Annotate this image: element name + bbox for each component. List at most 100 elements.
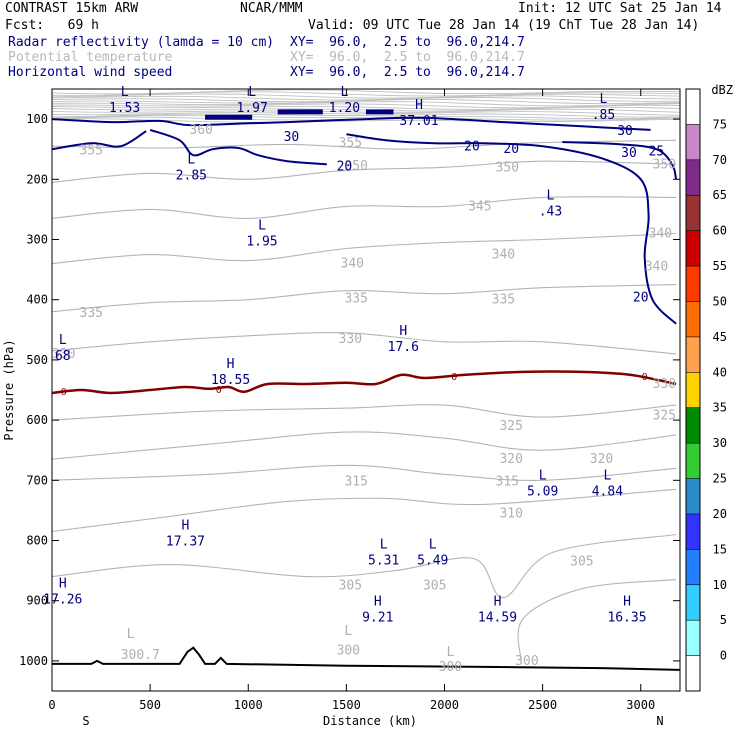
field-xy-wind: XY= 96.0, 2.5 to 96.0,214.7 [290,65,525,80]
isentrope-label: 300 [515,654,538,669]
colorbar-tick-label: 65 [713,188,727,202]
y-tick-label: 700 [26,473,48,487]
isentrope-335 [52,284,677,313]
isentrope-label: 330 [339,332,362,347]
freezing-level-label: 0 [642,372,648,383]
wind-contour-label: 30 [621,146,637,161]
isentrope-label: 305 [339,579,362,594]
center-title: NCAR/MMM [240,1,303,16]
isentrope-label: 325 [499,419,522,434]
colorbar-tick-label: 5 [720,613,727,627]
colorbar-swatch [686,513,700,550]
extremum-marker: L [429,538,437,553]
field-xy-reflectivity: XY= 96.0, 2.5 to 96.0,214.7 [290,35,525,50]
extremum-value: 14.59 [478,611,517,626]
upper-isentrope-line [52,91,680,97]
colorbar-swatch [686,124,700,160]
colorbar-tick-label: 0 [720,649,727,663]
colorbar-swatch [686,230,700,267]
isentrope-extremum-label: L [446,645,454,660]
isentrope-label: 340 [645,260,668,275]
extremum-marker: L [547,188,555,203]
isentrope-extremum-label: L [344,624,352,639]
wind-contour-label: 25 [649,144,665,159]
isentrope-325 [52,404,677,421]
extremum-marker: H [399,324,407,339]
extremum-marker: L [248,85,256,100]
extremum-marker: H [415,98,423,113]
freezing-level-line [52,370,677,395]
colorbar-tick-label: 10 [713,578,727,592]
colorbar-tick-label: 50 [713,294,727,308]
isentrope-label: 335 [344,291,367,306]
colorbar-tick-label: 25 [713,472,727,486]
extremum-marker: L [121,85,129,100]
isentrope-label: 315 [496,475,519,490]
wind-contour-30 [52,116,651,131]
isentrope-305 [52,533,677,599]
extremum-value: 37.01 [399,114,438,129]
extremum-value: 17.6 [388,340,419,355]
colorbar-swatch [686,584,700,621]
wind-contour-20 [52,130,147,151]
isentrope-320 [52,431,677,460]
wind-contour-label: 20 [337,159,353,174]
extremum-marker: L [187,152,195,167]
extremum-value: 68 [55,349,71,364]
extremum-marker: L [380,538,388,553]
extremum-value: .85 [592,108,615,123]
colorbar-swatch [686,89,700,125]
colorbar-swatch [686,407,700,444]
isentrope-label: 335 [80,306,103,321]
contour-labels-layer: 0 0 0 0 360 355 355 350 350 350 345 340 340 340 340 335… [43,85,676,675]
extremum-value: 2.85 [176,168,207,183]
isentrope-label: 315 [344,475,367,490]
colorbar-tick-label: 75 [713,117,727,131]
colorbar-swatch [686,549,700,585]
wind-contour-label: 30 [284,130,300,145]
colorbar-tick-label: 70 [713,153,727,167]
isentrope-340 [52,232,677,265]
extremum-value: 17.26 [43,593,82,608]
freezing-level-layer [52,370,677,395]
isentrope-label: 320 [499,452,522,467]
wind-contour-label: 20 [633,291,649,306]
extremum-value: .43 [539,204,562,219]
upper-isentrope-line [52,115,680,120]
isentrope-label: 300 [337,644,360,659]
colorbar-tick-label: 30 [713,436,727,450]
colorbar-tick-label: 45 [713,330,727,344]
extremum-value: 17.37 [166,534,205,549]
extremum-marker: H [623,595,631,610]
extremum-marker: H [374,595,382,610]
isentrope-label: 355 [339,136,362,151]
wind-contour-label: 20 [503,142,519,157]
colorbar-tick-label: 15 [713,542,727,556]
colorbar-swatch [686,266,700,302]
wind-contour-25 [562,141,678,180]
colorbar-tick-label: 60 [713,224,727,238]
freezing-level-label: 0 [451,372,457,383]
x-tick-label: 1500 [332,698,361,712]
isentropes-layer [52,139,677,661]
wind-contour-label: 20 [464,140,480,155]
extremum-marker: H [227,357,235,372]
upper-isentrope-line [52,104,680,110]
extremum-marker: L [258,218,266,233]
isentrope-label: 330 [653,377,676,392]
upper-isentrope-line [52,95,680,101]
extremum-marker: L [340,85,348,100]
isentrope-330 [52,332,677,355]
extremum-marker: H [182,518,190,533]
isentrope-350 [52,160,677,183]
isentrope-label: 325 [653,408,676,423]
x-tick-label: 0 [48,698,55,712]
freezing-level-label: 0 [61,387,67,398]
extremum-value: 5.31 [368,554,399,569]
isentrope-label: 340 [492,248,515,263]
isentrope-310 [52,488,677,533]
colorbar-frame [685,88,701,692]
isentrope-355 [52,139,677,150]
y-tick-label: 900 [26,594,48,608]
